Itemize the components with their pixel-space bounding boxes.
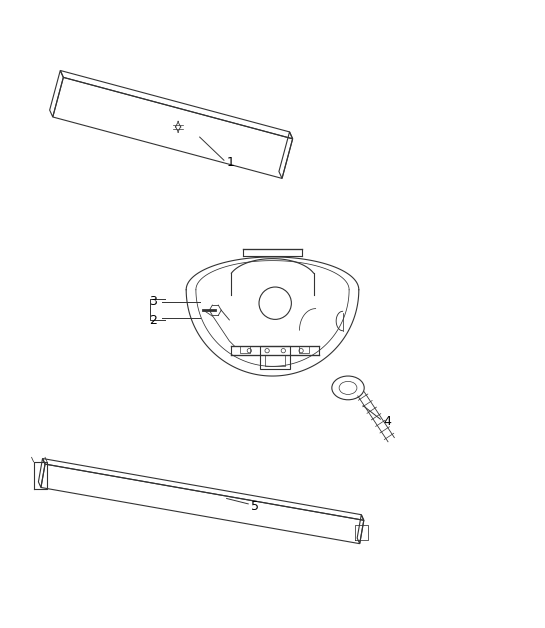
Text: 4: 4 [383, 415, 391, 428]
Bar [240, 347, 250, 354]
Bar [260, 347, 290, 369]
Text: 3: 3 [149, 295, 156, 308]
Text: 1: 1 [227, 156, 234, 170]
Text: 2: 2 [149, 314, 156, 327]
Text: 5: 5 [251, 499, 259, 512]
Bar [299, 347, 309, 354]
Bar [265, 355, 285, 365]
